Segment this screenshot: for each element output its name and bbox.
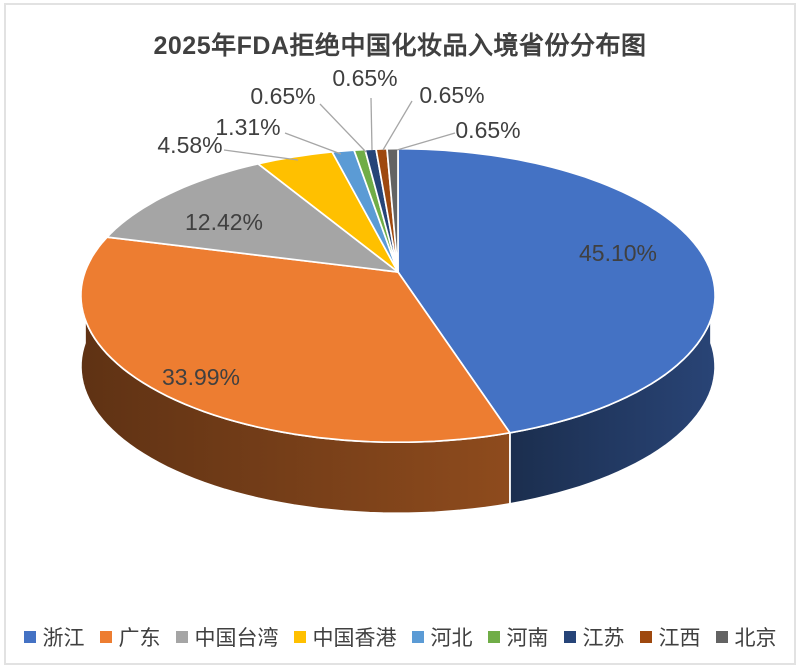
data-label: 0.65% xyxy=(332,65,397,91)
legend-item: 河南 xyxy=(487,622,549,652)
leader-line xyxy=(284,132,342,155)
legend-label: 浙江 xyxy=(42,627,85,650)
data-label: 0.65% xyxy=(419,82,484,108)
legend-label: 中国香港 xyxy=(312,627,397,650)
legend-label: 广东 xyxy=(118,627,161,650)
legend-item: 中国香港 xyxy=(293,622,397,652)
leader-line xyxy=(370,97,373,151)
chart-title: 2025年FDA拒绝中国化妆品入境省份分布图 xyxy=(153,32,647,60)
data-label: 1.31% xyxy=(215,114,280,140)
chart-legend: 浙江 广东 中国台湾 中国香港 河北 河南 江苏 江西 北京 xyxy=(0,621,800,653)
legend-item: 江苏 xyxy=(563,622,625,652)
data-label: 12.42% xyxy=(185,209,263,235)
data-label: 45.10% xyxy=(579,240,657,266)
data-label: 33.99% xyxy=(162,364,240,390)
legend-item: 中国台湾 xyxy=(175,622,279,652)
leader-line xyxy=(319,103,367,153)
legend-marker-icon xyxy=(175,631,188,643)
legend-item: 广东 xyxy=(99,622,161,652)
legend-label: 江苏 xyxy=(582,627,625,650)
legend-marker-icon xyxy=(23,631,36,643)
legend-label: 河北 xyxy=(430,627,473,650)
pie-slice xyxy=(386,147,399,273)
pie-slice xyxy=(257,151,399,273)
pie-slice xyxy=(106,162,399,273)
legend-marker-icon xyxy=(293,631,306,643)
legend-label: 北京 xyxy=(734,627,777,650)
legend-marker-icon xyxy=(563,631,576,643)
legend-item: 河北 xyxy=(411,622,473,652)
data-label: 0.65% xyxy=(455,117,520,143)
leader-line xyxy=(396,132,456,151)
leader-line xyxy=(382,100,413,151)
legend-label: 江西 xyxy=(658,627,701,650)
legend-item: 浙江 xyxy=(23,622,85,652)
data-label: 4.58% xyxy=(157,132,222,158)
legend-label: 中国台湾 xyxy=(194,627,279,650)
leader-line xyxy=(223,149,299,161)
data-label: 0.65% xyxy=(250,83,315,109)
legend-marker-icon xyxy=(411,631,424,643)
pie-slice xyxy=(80,236,511,444)
legend-marker-icon xyxy=(639,631,652,643)
legend-item: 北京 xyxy=(715,622,777,652)
legend-marker-icon xyxy=(99,631,112,643)
legend-marker-icon xyxy=(715,631,728,643)
legend-marker-icon xyxy=(487,631,500,643)
legend-label: 河南 xyxy=(506,627,549,650)
legend-item: 江西 xyxy=(639,622,701,652)
pie-slice xyxy=(397,147,716,434)
